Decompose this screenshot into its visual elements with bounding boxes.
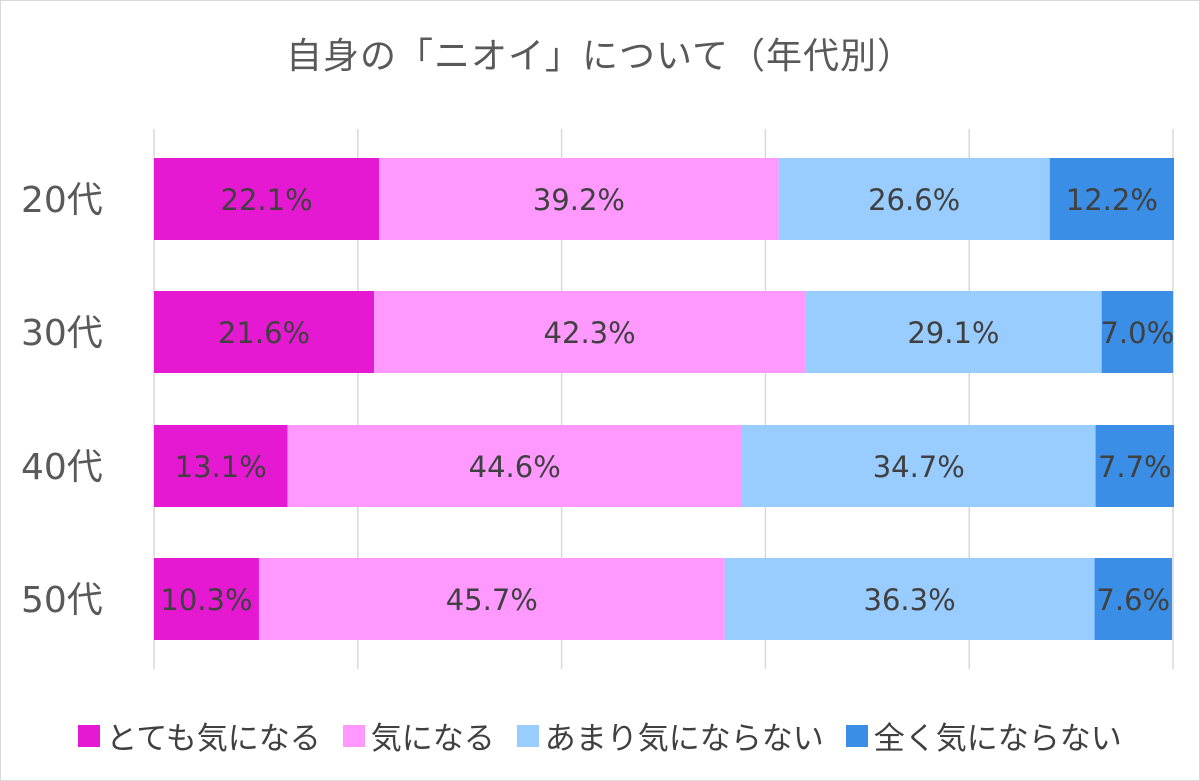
legend-label: とても気になる — [106, 721, 321, 757]
chart-legend: とても気になる 気になる あまり気にならない 全く気にならない — [1, 713, 1199, 758]
legend-swatch — [78, 724, 101, 747]
bar-segment — [154, 425, 288, 507]
legend-label: 全く気にならない — [873, 721, 1122, 757]
data-label: 22.1% — [221, 183, 313, 217]
bar-segment — [154, 158, 380, 240]
category-label: 50代 — [21, 580, 103, 621]
data-label: 7.7% — [1098, 450, 1172, 484]
bar-segment — [287, 425, 742, 507]
bar-segment — [154, 558, 259, 640]
data-label: 34.7% — [873, 450, 965, 484]
bar-segment — [258, 558, 725, 640]
data-label: 26.6% — [868, 183, 960, 217]
legend-item: あまり気にならない — [516, 713, 824, 758]
legend-swatch — [516, 724, 539, 747]
data-label: 10.3% — [160, 583, 252, 617]
bar-segment — [154, 291, 375, 373]
data-label: 45.7% — [446, 583, 538, 617]
data-label: 36.3% — [864, 583, 956, 617]
data-label: 13.1% — [175, 450, 267, 484]
stacked-bar-chart: 22.1% 39.2% 26.6% 12.2% 20代 21.6% 42.3% 29.1% 7.… — [21, 129, 1175, 669]
data-label: 39.2% — [533, 183, 625, 217]
data-label: 7.0% — [1100, 316, 1174, 350]
legend-item: 全く気にならない — [845, 713, 1122, 758]
data-label: 42.3% — [544, 316, 636, 350]
legend-swatch — [342, 724, 365, 747]
bar-segment — [1049, 158, 1175, 240]
bar-segment — [778, 158, 1050, 240]
bar-segment — [741, 425, 1096, 507]
legend-item: 気になる — [342, 713, 495, 758]
legend-item: とても気になる — [78, 713, 321, 758]
category-label: 40代 — [21, 447, 103, 488]
data-label: 44.6% — [469, 450, 561, 484]
data-label: 29.1% — [907, 316, 999, 350]
legend-label: あまり気にならない — [544, 721, 824, 757]
legend-swatch — [845, 724, 868, 747]
bar-segment — [374, 291, 806, 373]
category-label: 20代 — [21, 180, 103, 221]
data-label: 7.6% — [1096, 583, 1170, 617]
category-label: 30代 — [21, 313, 103, 354]
bar-segment — [724, 558, 1095, 640]
bar-segment — [1101, 291, 1173, 373]
chart-title: 自身の「ニオイ」について（年代別） — [286, 36, 914, 77]
bar-segment — [805, 291, 1102, 373]
bar-segment — [1095, 425, 1175, 507]
bar-segment — [1094, 558, 1172, 640]
bar-segment — [379, 158, 779, 240]
data-label: 21.6% — [218, 316, 310, 350]
legend-label: 気になる — [370, 721, 495, 757]
data-label: 12.2% — [1066, 183, 1158, 217]
